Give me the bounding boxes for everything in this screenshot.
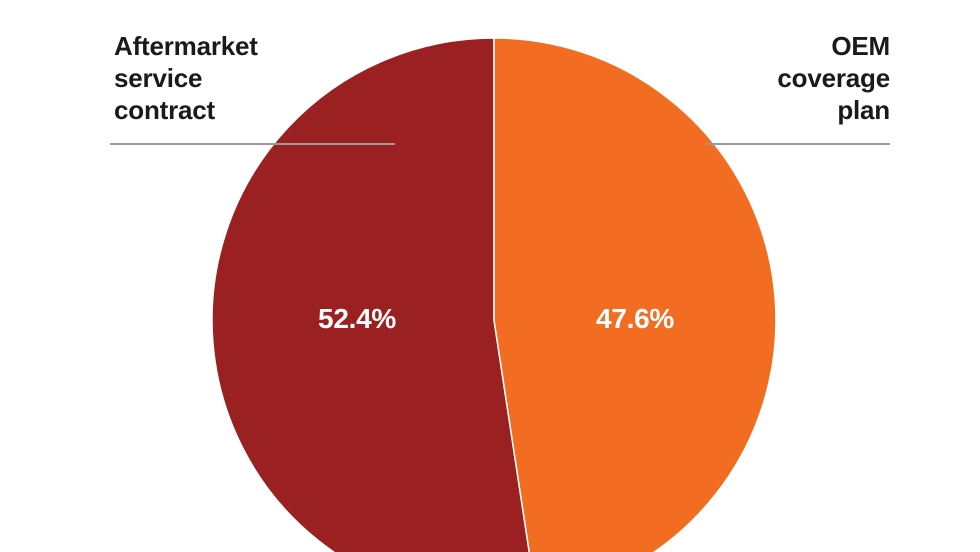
- slice-value-aftermarket: 52.4%: [318, 303, 396, 334]
- pie-slice-oem[interactable]: [493, 37, 777, 552]
- slice-label-oem: OEM coverage plan: [777, 31, 890, 125]
- slice-value-oem: 47.6%: [596, 303, 674, 334]
- slice-label-aftermarket: Aftermarket service contract: [114, 31, 258, 125]
- leader-rule-right: [706, 143, 890, 145]
- leader-rule-left: [110, 143, 395, 145]
- pie-slices: [211, 37, 777, 552]
- pie-slice-aftermarket[interactable]: [211, 37, 536, 552]
